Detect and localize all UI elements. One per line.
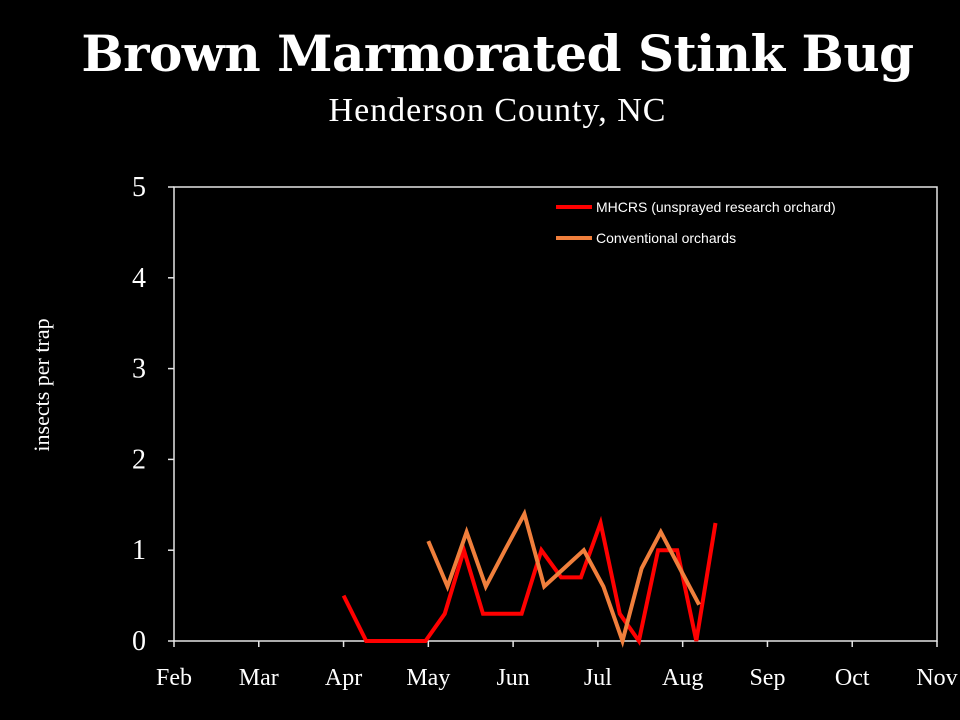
x-tick-label: Feb (156, 665, 192, 691)
x-tick-label: Jun (496, 665, 529, 691)
y-tick-label: 5 (132, 172, 146, 203)
x-tick-label: May (406, 665, 450, 691)
chart-title: Brown Marmorated Stink Bug (81, 24, 914, 83)
legend-label: MHCRS (unsprayed research orchard) (596, 199, 836, 215)
y-tick-label: 2 (132, 444, 146, 475)
x-tick-label: Mar (239, 665, 279, 691)
x-tick-label: Sep (749, 665, 785, 691)
x-tick-label: Nov (916, 665, 957, 691)
y-tick-label: 4 (132, 263, 146, 294)
x-tick-label: Oct (835, 665, 870, 691)
series-line-mhcrs (341, 515, 718, 646)
y-tick-label: 3 (132, 354, 146, 385)
plot-area (173, 186, 938, 642)
x-tick-label: Jul (584, 665, 612, 691)
y-tick-label: 0 (132, 626, 146, 657)
y-tick-label: 1 (132, 535, 146, 566)
chart-subtitle: Henderson County, NC (328, 92, 667, 129)
legend-label: Conventional orchards (596, 230, 736, 246)
x-tick-label: Aug (662, 665, 703, 691)
x-tick-label: Apr (325, 665, 362, 691)
